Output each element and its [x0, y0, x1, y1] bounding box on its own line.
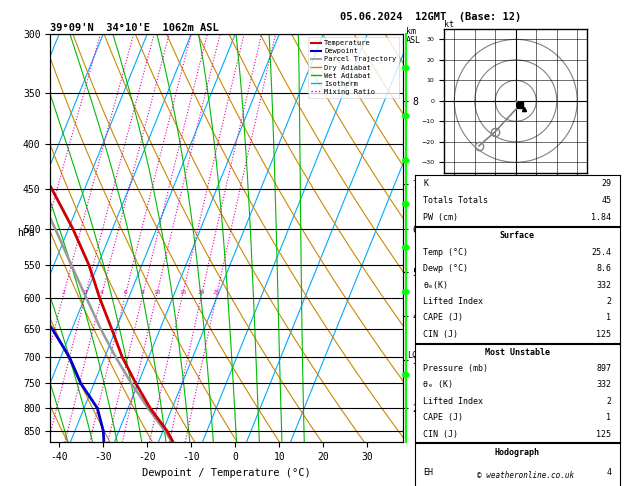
Text: CIN (J): CIN (J)	[423, 430, 459, 438]
Text: Surface: Surface	[500, 231, 535, 240]
Text: θₑ (K): θₑ (K)	[423, 381, 454, 389]
Text: CIN (J): CIN (J)	[423, 330, 459, 339]
Text: km
ASL: km ASL	[406, 27, 421, 45]
Text: Lifted Index: Lifted Index	[423, 297, 483, 306]
Text: 1: 1	[606, 313, 611, 322]
Y-axis label: hPa: hPa	[17, 228, 35, 238]
Text: 125: 125	[596, 330, 611, 339]
Text: θₑ(K): θₑ(K)	[423, 280, 448, 290]
Text: 1.84: 1.84	[591, 213, 611, 222]
Text: 897: 897	[596, 364, 611, 373]
Text: K: K	[423, 179, 428, 188]
Text: 3: 3	[84, 290, 87, 295]
Text: 45: 45	[601, 196, 611, 205]
Text: Temp (°C): Temp (°C)	[423, 248, 469, 257]
X-axis label: Dewpoint / Temperature (°C): Dewpoint / Temperature (°C)	[142, 468, 311, 478]
Text: 39°09'N  34°10'E  1062m ASL: 39°09'N 34°10'E 1062m ASL	[50, 23, 219, 33]
Text: 25: 25	[213, 290, 220, 295]
Text: 332: 332	[596, 280, 611, 290]
Text: PW (cm): PW (cm)	[423, 213, 459, 222]
Text: CAPE (J): CAPE (J)	[423, 413, 464, 422]
Text: Dewp (°C): Dewp (°C)	[423, 264, 469, 273]
Text: 2: 2	[62, 290, 65, 295]
Text: 332: 332	[596, 381, 611, 389]
Text: Lifted Index: Lifted Index	[423, 397, 483, 406]
Text: 4: 4	[100, 290, 104, 295]
Text: Hodograph: Hodograph	[495, 449, 540, 457]
Text: 6: 6	[123, 290, 127, 295]
Text: 1: 1	[606, 413, 611, 422]
Text: 05.06.2024  12GMT  (Base: 12): 05.06.2024 12GMT (Base: 12)	[340, 12, 521, 22]
Text: Pressure (mb): Pressure (mb)	[423, 364, 488, 373]
Text: 10: 10	[153, 290, 160, 295]
Text: 125: 125	[596, 430, 611, 438]
Text: 29: 29	[601, 179, 611, 188]
Text: 2: 2	[606, 297, 611, 306]
Legend: Temperature, Dewpoint, Parcel Trajectory, Dry Adiabat, Wet Adiabat, Isotherm, Mi: Temperature, Dewpoint, Parcel Trajectory…	[308, 37, 399, 98]
Text: 15: 15	[179, 290, 186, 295]
Text: kt: kt	[444, 20, 454, 29]
Text: 8: 8	[141, 290, 145, 295]
Text: 8.6: 8.6	[596, 264, 611, 273]
Text: 20: 20	[198, 290, 205, 295]
Text: Totals Totals: Totals Totals	[423, 196, 488, 205]
Text: 4: 4	[606, 468, 611, 477]
Text: EH: EH	[423, 468, 433, 477]
Text: LCL: LCL	[407, 351, 421, 360]
Text: 2: 2	[606, 397, 611, 406]
Text: 25.4: 25.4	[591, 248, 611, 257]
Text: © weatheronline.co.uk: © weatheronline.co.uk	[477, 471, 574, 480]
Text: Most Unstable: Most Unstable	[485, 348, 550, 357]
Text: CAPE (J): CAPE (J)	[423, 313, 464, 322]
